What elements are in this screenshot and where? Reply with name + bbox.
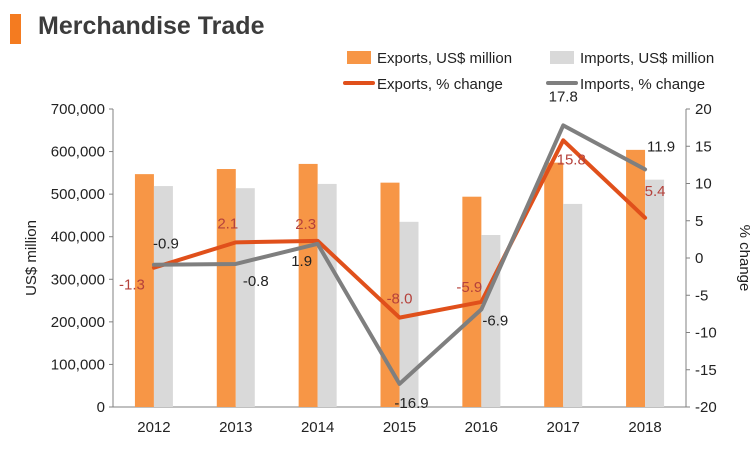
bar-exports [134,174,154,407]
line-imports-pct [151,123,648,386]
y2-tick-label: -15 [695,362,717,379]
bar-exports [298,163,318,407]
bar-exports [380,182,400,407]
data-label-exports-pct: 2.1 [217,215,238,232]
data-label-exports-pct: 15.8 [557,151,586,168]
legend-label: Exports, % change [377,76,503,93]
y2-tick-label: 10 [695,176,712,193]
legend-label: Exports, US$ million [377,50,512,67]
y-tick-label: 200,000 [51,314,105,331]
legend-swatch [550,51,574,64]
x-tick-label: 2013 [219,419,252,436]
bar-imports [235,188,255,407]
lines [151,123,648,386]
y-tick-label: 600,000 [51,144,105,161]
data-label-imports-pct: 17.8 [549,88,578,105]
data-label-imports-pct: -0.8 [243,273,269,290]
page-title: Merchandise Trade [38,12,265,40]
y2-tick-label: 5 [695,213,703,230]
legend-label: Imports, US$ million [580,50,714,67]
y2-tick-label: -5 [695,287,708,304]
x-tick-label: 2016 [465,419,498,436]
legend-label: Imports, % change [580,76,705,93]
header-accent-bar [10,14,21,44]
bar-imports [317,183,337,407]
x-tick-label: 2014 [301,419,334,436]
bar-imports [645,179,665,407]
bar-imports [563,203,583,407]
data-label-imports-pct: -16.9 [394,395,428,412]
legend: Exports, US$ million Imports, US$ million… [343,50,714,93]
y-tick-label: 700,000 [51,101,105,118]
x-tick-label: 2012 [137,419,170,436]
y-tick-label: 0 [97,399,105,416]
bars [134,149,665,407]
data-label-exports-pct: -1.3 [119,277,145,294]
x-tick-label: 2015 [383,419,416,436]
y2-tick-label: -20 [695,399,717,416]
y2-tick-label: 15 [695,138,712,155]
bar-exports [216,169,236,407]
data-label-exports-pct: -8.0 [387,291,413,308]
y-axis-title: US$ million [23,220,40,296]
data-label-exports-pct: -5.9 [456,279,482,296]
axes: 0 100,000 200,000 300,000 400,000 500,000 600,… [23,101,750,436]
data-labels: -1.3 2.1 2.3 -8.0 -5.9 15.8 5.4 -0.9 -0.8 1.9 -16.… [119,88,675,412]
legend-swatch [347,51,371,64]
x-tick-label: 2018 [628,419,661,436]
data-label-exports-pct: 5.4 [645,183,666,200]
data-label-imports-pct: 1.9 [291,253,312,270]
data-label-exports-pct: 2.3 [295,216,316,233]
x-tick-label: 2017 [547,419,580,436]
y2-tick-label: 0 [695,250,703,267]
y-tick-label: 300,000 [51,271,105,288]
data-label-imports-pct: -6.9 [482,312,508,329]
data-label-imports-pct: -0.9 [153,236,179,253]
bar-exports [544,162,564,407]
line-exports-pct [151,138,648,320]
data-label-imports-pct: 11.9 [647,138,675,155]
bar-imports [153,186,173,407]
y2-axis-title: % change [736,225,750,292]
y2-tick-label: 20 [695,101,712,118]
y-tick-label: 100,000 [51,356,105,373]
y-tick-label: 500,000 [51,186,105,203]
y2-tick-label: -10 [695,325,717,342]
y-tick-label: 400,000 [51,229,105,246]
bar-exports [626,149,646,407]
